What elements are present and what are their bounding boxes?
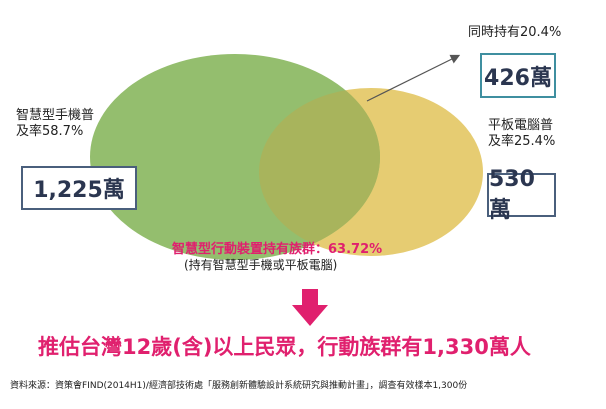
ownership-note: (持有智慧型手機或平板電腦) <box>184 258 338 272</box>
tablet-label-line2: 及率25.4% <box>488 134 556 149</box>
overlap-region <box>259 88 380 256</box>
smartphone-value: 1,225萬 <box>33 178 125 203</box>
source-note: 資料來源：資策會FIND(2014H1)/經濟部技術處「服務創新體驗設計系統研究… <box>10 381 468 391</box>
pointer-arrow <box>366 54 461 102</box>
smartphone-penetration-label: 智慧型手機普 及率58.7% <box>16 108 94 140</box>
tablet-penetration-label: 平板電腦普 及率25.4% <box>488 118 555 150</box>
both-value-box: 426萬 <box>480 53 556 98</box>
smartphone-value-box: 1,225萬 <box>21 166 137 210</box>
tablet-value-box: 530萬 <box>487 167 556 223</box>
ownership-rate: 智慧型行動裝置持有族群：63.72% <box>172 242 383 257</box>
both-value: 426萬 <box>484 65 552 91</box>
smartphone-label-line1: 智慧型手機普 <box>16 108 95 123</box>
tablet-label-line1: 平板電腦普 <box>488 118 554 133</box>
headline: 推估台灣12歲(含)以上民眾，行動族群有1,330萬人 <box>38 335 531 359</box>
both-ownership-label: 同時持有20.4% <box>468 25 562 40</box>
down-arrow-icon <box>292 289 328 326</box>
tablet-value: 530萬 <box>489 166 535 223</box>
smartphone-label-line2: 及率58.7% <box>16 124 84 139</box>
